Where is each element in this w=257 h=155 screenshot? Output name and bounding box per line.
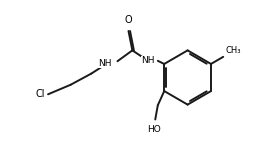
Text: CH₃: CH₃	[225, 46, 241, 55]
Text: NH: NH	[98, 59, 112, 68]
Text: HO: HO	[147, 125, 161, 134]
Text: NH: NH	[141, 56, 154, 65]
Text: O: O	[125, 15, 132, 25]
Text: Cl: Cl	[35, 89, 45, 99]
